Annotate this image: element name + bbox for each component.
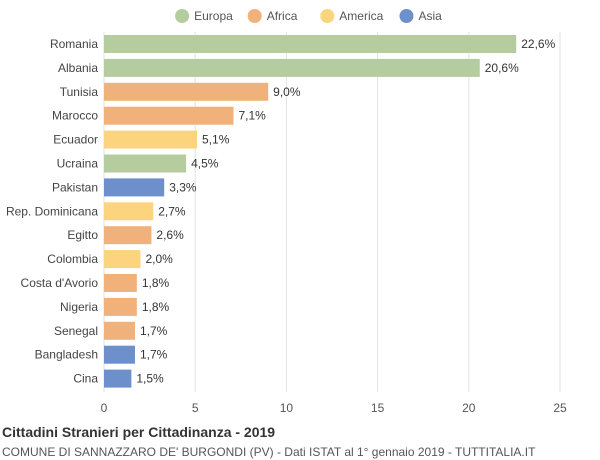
category-label: Egitto [67,228,98,242]
legend-item: Africa [247,9,298,23]
bar [104,345,136,364]
category-label: Marocco [52,109,98,123]
chart-title: Cittadini Stranieri per Cittadinanza - 2… [2,424,276,440]
category-label: Pakistan [52,180,98,194]
bar [104,369,132,388]
bar [104,82,269,101]
legend-swatch [320,9,335,23]
x-tick-label: 15 [371,401,385,415]
category-label: Ucraina [57,157,99,171]
legend-label: Asia [419,9,443,23]
data-label: 1,5% [136,372,164,386]
data-label: 2,6% [156,228,184,242]
data-label: 3,3% [169,180,197,194]
data-label: 2,7% [158,204,186,218]
data-label: 1,7% [140,324,168,338]
category-label: Tunisia [60,85,99,99]
bar [104,106,234,125]
x-tick-label: 25 [553,401,567,415]
bar [104,250,141,269]
legend-item: Europa [175,9,233,23]
category-label: Nigeria [60,300,98,314]
legend-label: America [339,9,383,23]
bar [104,154,187,173]
category-label: Rep. Dominicana [6,204,98,218]
bar [104,297,137,316]
x-tick-label: 5 [192,401,199,415]
chart-subtitle: COMUNE DI SANNAZZARO DE' BURGONDI (PV) -… [2,445,536,459]
legend-item: Asia [399,9,443,23]
data-label: 4,5% [191,157,219,171]
bar [104,321,136,340]
data-label: 9,0% [273,85,301,99]
category-label: Senegal [54,324,98,338]
data-label: 20,6% [485,61,519,75]
bar [104,226,152,245]
data-label: 2,0% [145,252,173,266]
x-tick-label: 20 [462,401,476,415]
bar [104,35,517,53]
data-label: 5,1% [202,133,230,147]
category-label: Cina [73,372,98,386]
legend-item: America [320,9,384,23]
data-label: 1,8% [142,276,170,290]
data-label: 7,1% [239,109,267,123]
data-label: 1,7% [140,348,168,362]
legend-label: Africa [267,9,298,23]
legend-swatch [399,9,414,23]
bar [104,178,165,197]
x-tick-label: 10 [280,401,294,415]
category-label: Ecuador [53,133,98,147]
bar [104,274,137,292]
bar [104,58,480,77]
category-label: Costa d'Avorio [21,276,99,290]
bar [104,202,154,221]
data-label: 1,8% [142,300,170,314]
category-label: Bangladesh [35,348,98,362]
legend-label: Europa [194,9,233,23]
category-label: Albania [58,61,98,75]
x-tick-label: 0 [101,401,108,415]
legend-swatch [175,9,190,23]
category-label: Romania [50,37,98,51]
legend-swatch [247,9,262,23]
category-label: Colombia [47,252,98,266]
chart: 0 5 10 15 20 25 Romania 22,6% Albania 20,6% Tunisi… [6,9,567,415]
data-label: 22,6% [521,37,555,51]
bar [104,130,198,149]
